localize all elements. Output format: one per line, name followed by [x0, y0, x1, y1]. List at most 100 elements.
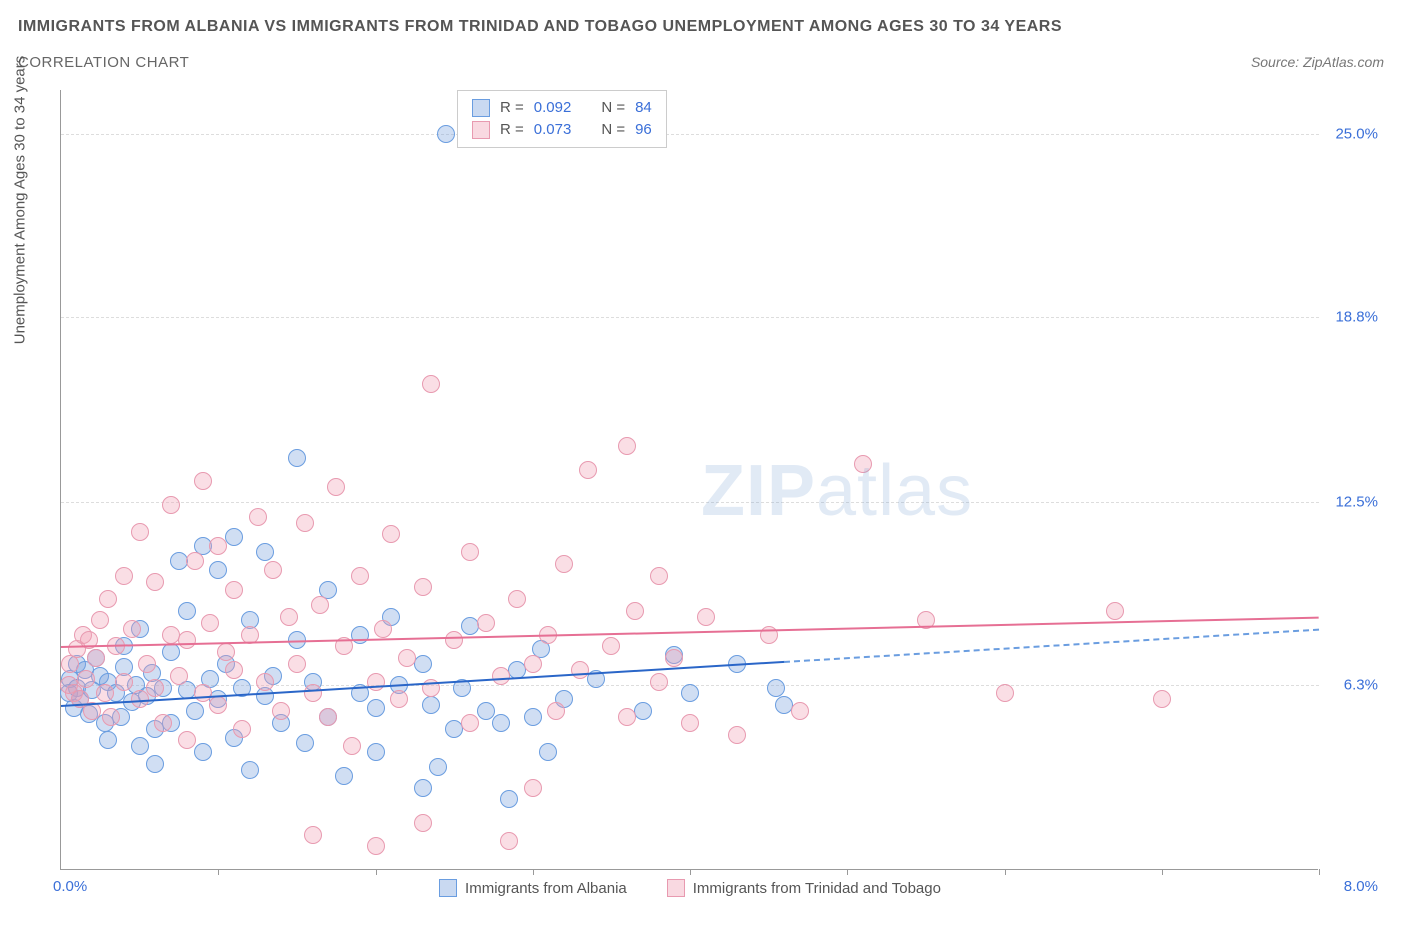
scatter-point — [429, 758, 447, 776]
n-value: 96 — [635, 119, 652, 141]
scatter-point — [319, 708, 337, 726]
scatter-point — [123, 620, 141, 638]
scatter-point — [437, 125, 455, 143]
scatter-point — [296, 734, 314, 752]
scatter-point — [225, 661, 243, 679]
legend-item-trinidad: Immigrants from Trinidad and Tobago — [667, 879, 941, 897]
scatter-point — [665, 649, 683, 667]
gridline — [61, 317, 1319, 318]
scatter-point — [241, 761, 259, 779]
legend-stats-row-1: R = 0.092 N = 84 — [472, 97, 652, 119]
scatter-point — [77, 670, 95, 688]
scatter-point — [87, 649, 105, 667]
n-label: N = — [601, 119, 625, 141]
scatter-point — [445, 631, 463, 649]
scatter-point — [335, 767, 353, 785]
scatter-point — [492, 714, 510, 732]
scatter-point — [571, 661, 589, 679]
scatter-point — [304, 684, 322, 702]
scatter-point — [524, 708, 542, 726]
x-tick — [218, 869, 219, 875]
scatter-point — [626, 602, 644, 620]
scatter-point — [209, 696, 227, 714]
scatter-point — [280, 608, 298, 626]
scatter-point — [767, 679, 785, 697]
n-label: N = — [601, 97, 625, 119]
watermark: ZIPatlas — [701, 450, 973, 532]
scatter-point — [288, 655, 306, 673]
scatter-point — [555, 555, 573, 573]
scatter-point — [146, 573, 164, 591]
chart-subtitle: CORRELATION CHART — [18, 54, 189, 71]
scatter-point — [233, 720, 251, 738]
swatch-pink-icon — [472, 121, 490, 139]
scatter-point — [99, 590, 117, 608]
watermark-atlas: atlas — [816, 451, 973, 531]
scatter-point — [539, 743, 557, 761]
scatter-point — [96, 684, 114, 702]
scatter-point — [697, 608, 715, 626]
scatter-point — [154, 714, 172, 732]
legend-stats-row-2: R = 0.073 N = 96 — [472, 119, 652, 141]
swatch-blue-icon — [472, 99, 490, 117]
scatter-point — [162, 496, 180, 514]
scatter-point — [547, 702, 565, 720]
scatter-point — [414, 655, 432, 673]
scatter-point — [327, 478, 345, 496]
y-tick-label: 12.5% — [1323, 494, 1378, 511]
scatter-point — [634, 702, 652, 720]
r-label: R = — [500, 119, 524, 141]
scatter-point — [131, 523, 149, 541]
scatter-point — [477, 702, 495, 720]
scatter-point — [99, 731, 117, 749]
scatter-point — [264, 561, 282, 579]
scatter-point — [681, 714, 699, 732]
watermark-zip: ZIP — [701, 451, 816, 531]
x-tick — [690, 869, 691, 875]
scatter-point — [146, 679, 164, 697]
scatter-point — [791, 702, 809, 720]
scatter-point — [249, 508, 267, 526]
trend-line — [784, 629, 1319, 663]
scatter-point — [492, 667, 510, 685]
gridline — [61, 134, 1319, 135]
scatter-point — [225, 581, 243, 599]
legend-stats: R = 0.092 N = 84 R = 0.073 N = 96 — [457, 90, 667, 148]
scatter-point — [256, 673, 274, 691]
scatter-point — [304, 826, 322, 844]
scatter-point — [102, 708, 120, 726]
gridline — [61, 502, 1319, 503]
scatter-point — [524, 779, 542, 797]
y-tick-label: 18.8% — [1323, 308, 1378, 325]
x-axis-max-label: 8.0% — [1344, 878, 1378, 895]
scatter-point — [194, 743, 212, 761]
scatter-point — [138, 655, 156, 673]
y-tick-label: 6.3% — [1323, 676, 1378, 693]
scatter-point — [209, 537, 227, 555]
scatter-point — [996, 684, 1014, 702]
scatter-point — [194, 684, 212, 702]
scatter-point — [311, 596, 329, 614]
scatter-point — [217, 643, 235, 661]
scatter-point — [414, 814, 432, 832]
scatter-point — [178, 731, 196, 749]
scatter-point — [256, 543, 274, 561]
scatter-point — [115, 567, 133, 585]
swatch-blue-icon — [439, 879, 457, 897]
scatter-point — [170, 667, 188, 685]
scatter-point — [374, 620, 392, 638]
scatter-point — [186, 552, 204, 570]
scatter-point — [367, 743, 385, 761]
r-label: R = — [500, 97, 524, 119]
scatter-point — [194, 472, 212, 490]
r-value: 0.073 — [534, 119, 572, 141]
scatter-point — [146, 755, 164, 773]
scatter-point — [382, 525, 400, 543]
scatter-point — [209, 561, 227, 579]
scatter-point — [225, 528, 243, 546]
scatter-point — [602, 637, 620, 655]
plot-region: ZIPatlas R = 0.092 N = 84 R = 0.073 N = … — [60, 90, 1318, 870]
chart-area: Unemployment Among Ages 30 to 34 years Z… — [60, 90, 1380, 870]
chart-title: IMMIGRANTS FROM ALBANIA VS IMMIGRANTS FR… — [18, 18, 1062, 36]
scatter-point — [398, 649, 416, 667]
